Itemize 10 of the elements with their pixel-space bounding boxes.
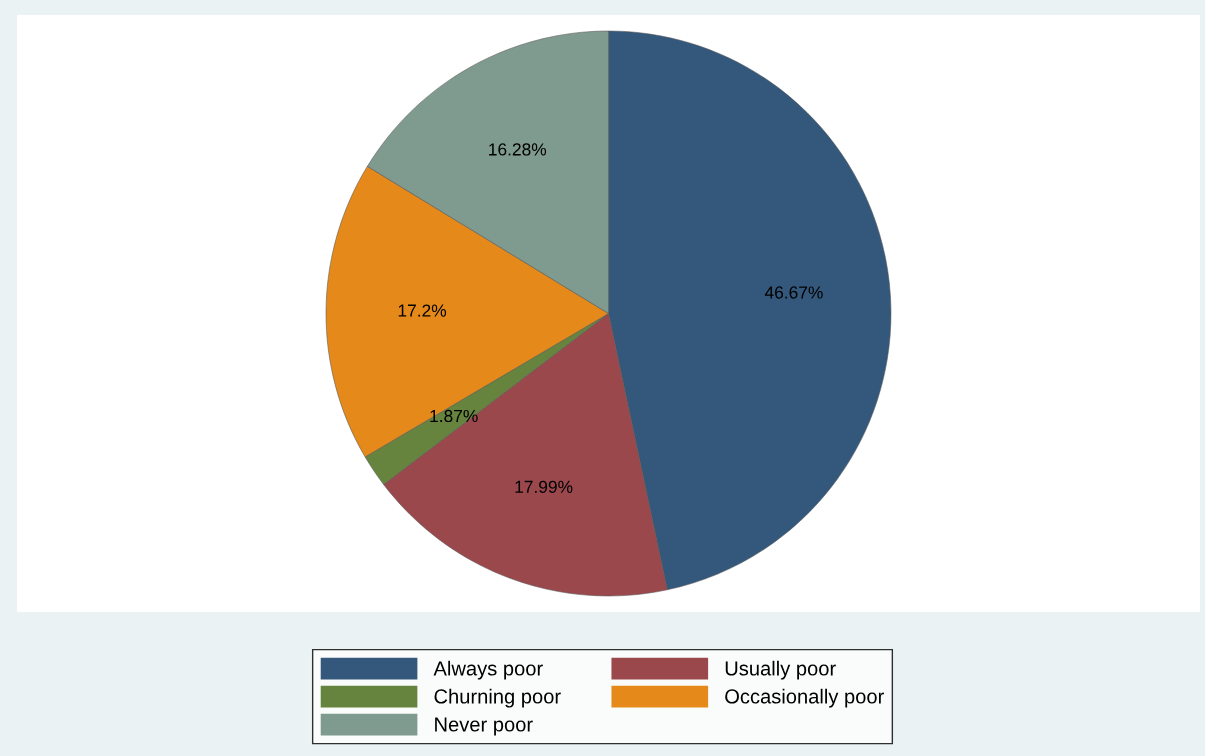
data-label: 1.87% [430,409,478,423]
data-label: 17.2% [398,304,447,317]
legend-label: Always poor [433,660,543,680]
legend-label: Usually poor [725,660,836,680]
legend-label: Occasionally poor [725,688,884,708]
legend-label: Churning poor [434,688,561,708]
data-label: 46.67% [764,286,823,299]
data-label: 17.99% [515,480,573,493]
data-label: 16.28% [489,143,547,156]
legend-label: Never poor [435,717,533,736]
